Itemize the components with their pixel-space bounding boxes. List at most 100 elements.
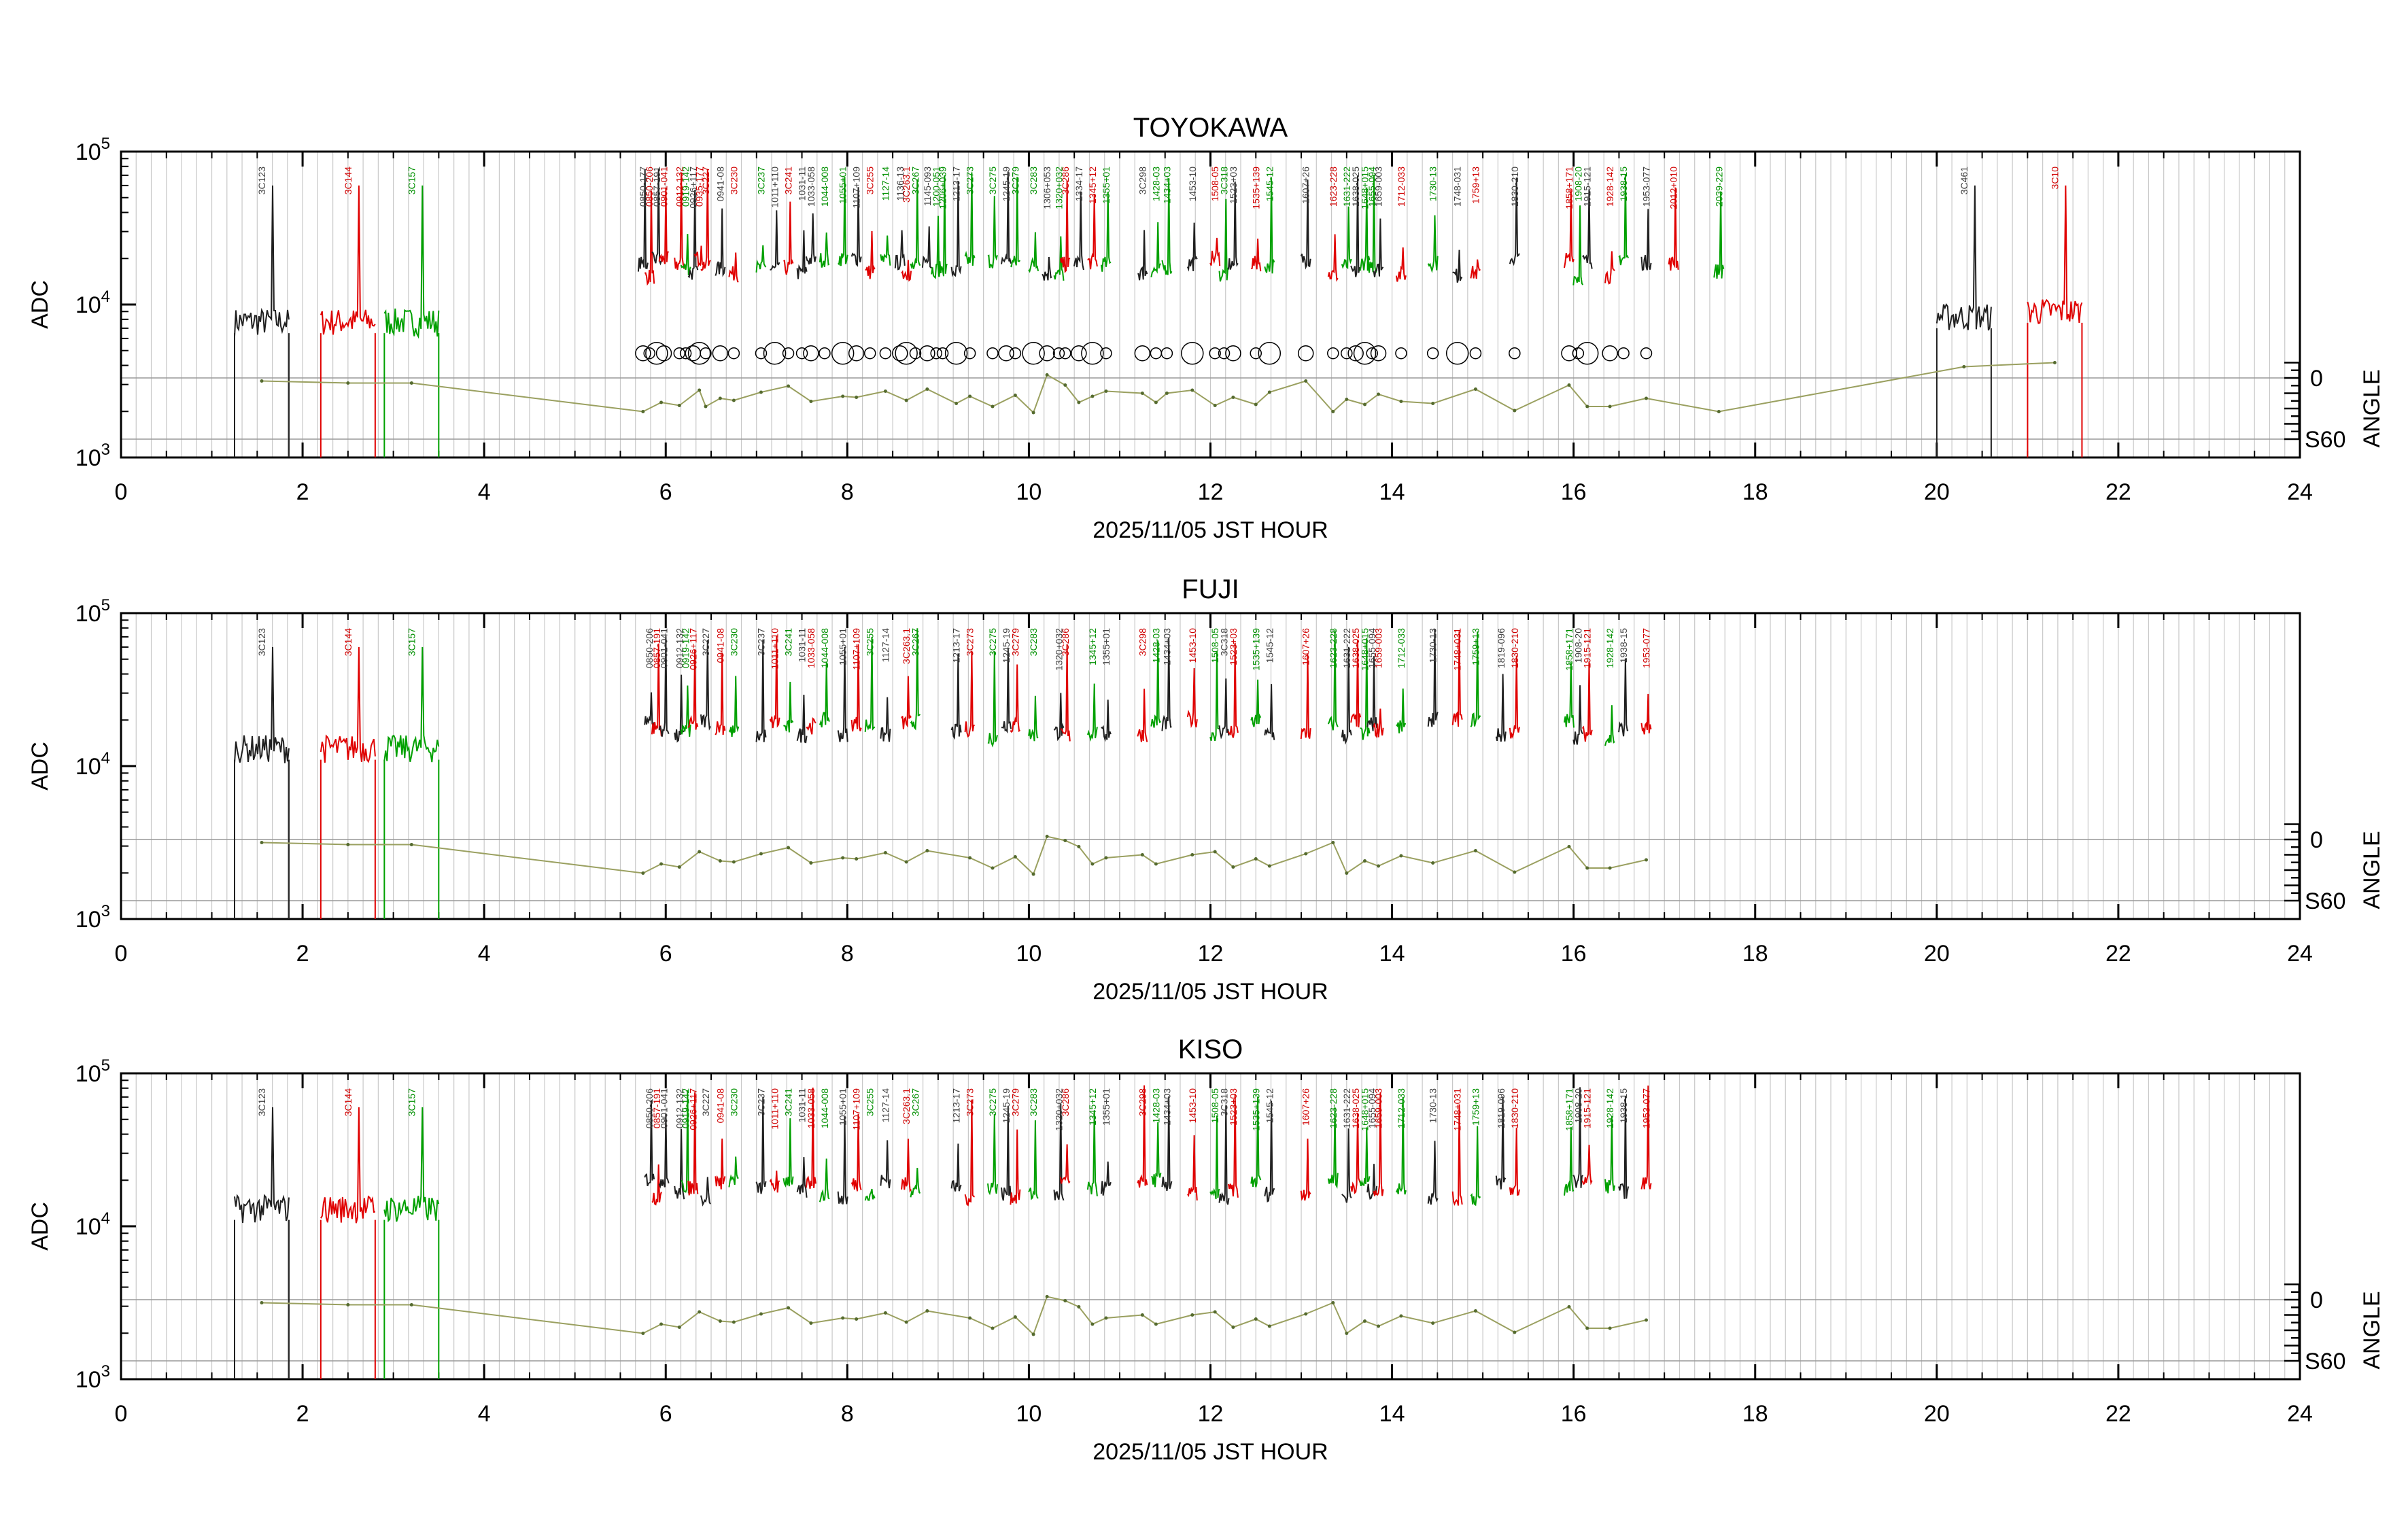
source-trace	[1209, 651, 1220, 742]
source-trace	[987, 196, 998, 269]
x-tick-label: 2	[296, 941, 309, 967]
angle-point	[1090, 394, 1095, 398]
x-tick-label: 24	[2287, 1401, 2313, 1427]
angle-point	[1104, 389, 1108, 393]
source-trace	[1604, 1116, 1616, 1194]
source-label: 3C144	[343, 628, 354, 656]
source-trace	[1059, 180, 1071, 273]
y-tick-label: 103	[75, 902, 110, 933]
source-trace	[910, 628, 921, 731]
source-trace	[1395, 1096, 1407, 1195]
source-marker	[645, 341, 668, 365]
source-label: 0926+117	[687, 628, 698, 670]
source-trace	[1264, 684, 1275, 740]
source-label: 0857-191	[651, 628, 662, 668]
source-label: 3C227	[700, 1088, 711, 1116]
source-label: 1655-094	[1366, 1088, 1377, 1128]
source-label: 1107+109	[851, 1088, 862, 1130]
source-label: 0850-206	[644, 1088, 655, 1128]
angle-point	[260, 841, 264, 844]
source-label: 3C123	[256, 167, 267, 194]
source-label: 3C298	[1137, 167, 1148, 194]
angle-point	[1231, 1326, 1235, 1329]
source-label: 1523+03	[1228, 167, 1239, 204]
angle-point	[1377, 864, 1381, 868]
source-label: 1638-025	[1350, 1088, 1361, 1128]
source-label: 3C279	[1010, 628, 1020, 656]
source-label: 2039-229	[1713, 167, 1724, 207]
x-tick-label: 0	[115, 941, 128, 967]
source-label: 1320+032	[1053, 167, 1064, 209]
source-trace	[1161, 1096, 1173, 1192]
source-marker	[1445, 341, 1469, 365]
source-marker	[1071, 345, 1087, 362]
source-label: 3C279	[1010, 167, 1020, 194]
source-label: 0901-041	[659, 628, 670, 668]
angle-point	[841, 856, 845, 860]
x-tick-label: 6	[659, 1401, 672, 1427]
source-trace	[687, 649, 699, 730]
angle-point	[641, 1332, 645, 1335]
source-label: 1938-15	[1618, 167, 1629, 202]
source-trace	[806, 717, 816, 735]
angle-point	[1254, 402, 1258, 406]
x-tick-label: 22	[2105, 1401, 2131, 1427]
source-marker	[936, 347, 949, 360]
source-label: 1659-003	[1373, 1088, 1384, 1128]
source-trace	[769, 635, 780, 729]
source-marker	[1575, 341, 1599, 365]
x-tick-label: 18	[1742, 479, 1768, 505]
source-label: 1759+13	[1470, 628, 1481, 665]
source-trace	[1367, 175, 1378, 273]
source-label: 1648+015	[1360, 1088, 1371, 1131]
angle-point	[1399, 854, 1403, 858]
source-trace	[880, 697, 891, 742]
source-label: 1434+03	[1161, 628, 1172, 665]
source-trace	[819, 232, 830, 268]
source-trace	[805, 213, 816, 265]
source-label: 1428-03	[1150, 628, 1161, 663]
source-trace	[383, 185, 440, 339]
angle-point	[1513, 870, 1517, 874]
source-trace	[864, 637, 876, 732]
source-label: 1623-228	[1328, 628, 1339, 668]
source-marker	[879, 347, 892, 360]
x-axis-label: 2025/11/05 JST HOUR	[1093, 1439, 1328, 1465]
source-trace	[1218, 198, 1230, 282]
source-trace	[1373, 218, 1384, 277]
angle-point	[1363, 859, 1367, 863]
angle-point	[809, 1321, 813, 1325]
angle-point	[904, 860, 908, 864]
x-tick-label: 16	[1561, 479, 1587, 505]
angle-point	[925, 849, 929, 852]
angle-point	[1045, 835, 1049, 838]
angle-point	[841, 394, 845, 398]
angle-point	[1363, 1319, 1367, 1323]
source-trace	[937, 175, 948, 277]
source-label: 0919-142	[681, 1088, 691, 1128]
source-label: 1908-20	[1572, 167, 1583, 202]
source-trace	[1250, 679, 1262, 727]
source-label: 1213-17	[951, 167, 962, 202]
source-label: 1659-003	[1373, 167, 1384, 207]
x-tick-label: 16	[1561, 1401, 1587, 1427]
angle-point	[1377, 392, 1381, 396]
angle-tick-label-zero: 0	[2310, 1287, 2323, 1313]
source-label: 0850-206	[644, 628, 655, 668]
x-tick-label: 12	[1198, 1401, 1224, 1427]
source-marker	[1347, 345, 1364, 362]
angle-point	[409, 843, 413, 846]
y2-axis-label: ANGLE	[2359, 369, 2385, 447]
angle-point	[1331, 841, 1335, 844]
angle-point	[1031, 411, 1035, 415]
source-label: 1730-13	[1428, 1088, 1439, 1124]
source-label: 0919-142	[681, 628, 691, 668]
source-label: 1748+031	[1452, 1088, 1463, 1131]
source-label: 1107+109	[851, 628, 862, 670]
x-tick-label: 2	[296, 479, 309, 505]
source-trace	[1341, 206, 1352, 270]
source-label: 1908-20	[1572, 628, 1583, 663]
source-label: 1453-10	[1187, 628, 1198, 663]
y-tick-label: 104	[75, 288, 110, 318]
